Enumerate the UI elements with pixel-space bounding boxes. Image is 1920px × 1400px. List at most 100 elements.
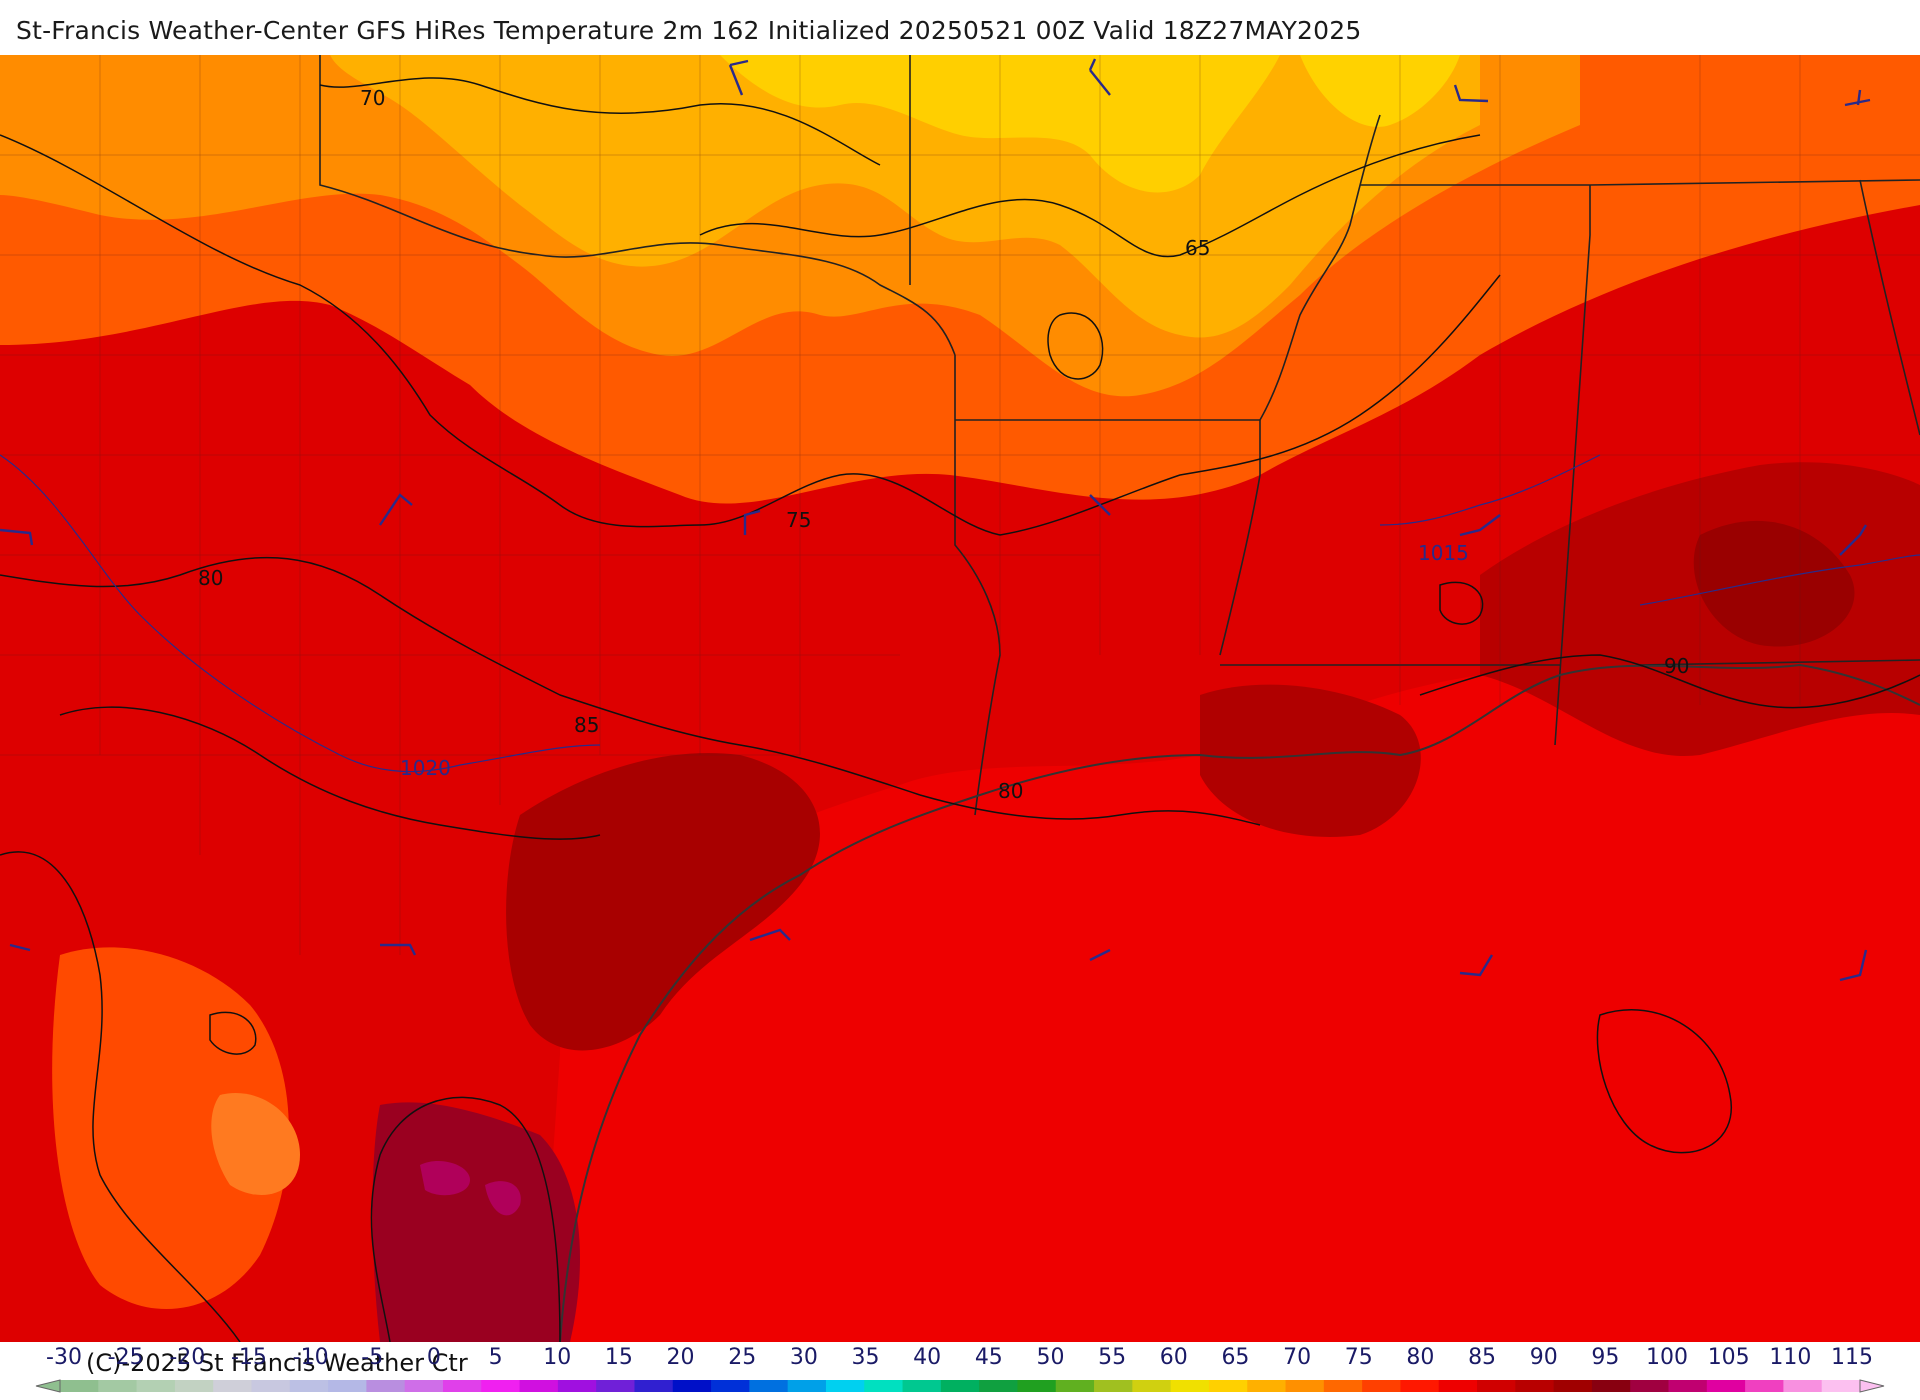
colorbar-cell	[864, 1380, 904, 1392]
colorbar-tick-label: 105	[1707, 1345, 1750, 1370]
colorbar-cell	[1553, 1380, 1593, 1392]
colorbar-cell	[672, 1380, 712, 1392]
orange-patch-mexico	[52, 947, 289, 1309]
colorbar-tick-label: 15	[604, 1345, 633, 1370]
colorbar-cell	[596, 1380, 635, 1392]
isotherm-label-70: 70	[360, 86, 385, 110]
colorbar-tick-label: 70	[1283, 1345, 1312, 1370]
colorbar-cells	[60, 1380, 1861, 1392]
colorbar-tick-label: 10	[543, 1345, 572, 1370]
isobar-label-1015: 1015	[1418, 541, 1469, 565]
colorbar-cell	[366, 1380, 406, 1392]
colorbar-cell	[634, 1380, 674, 1392]
isotherm-label-85: 85	[574, 713, 599, 737]
colorbar-cell	[1132, 1380, 1172, 1392]
colorbar-cell	[328, 1380, 367, 1392]
colorbar-tick-label: 110	[1769, 1345, 1812, 1370]
colorbar-tick-label: -10	[292, 1345, 329, 1370]
colorbar-cell	[902, 1380, 942, 1392]
colorbar-cell	[1017, 1380, 1057, 1392]
colorbar-tick-label: 75	[1344, 1345, 1373, 1370]
contour-labels: 70 65 75 80 85 80 90 1015 1020	[198, 86, 1689, 803]
colorbar-tick-label: 5	[488, 1345, 503, 1370]
colorbar-cell	[1055, 1380, 1095, 1392]
colorbar-tick-label: 35	[851, 1345, 880, 1370]
colorbar-tick-label: -20	[169, 1345, 206, 1370]
dark-red-coast-tx	[506, 753, 820, 1051]
colorbar-cell	[711, 1380, 750, 1392]
magenta-spot-2	[485, 1181, 521, 1216]
colorbar-tick-label: 65	[1221, 1345, 1250, 1370]
colorbar-tick-label: 100	[1646, 1345, 1689, 1370]
isotherm-label-80: 80	[198, 566, 223, 590]
county-lines	[0, 55, 1920, 955]
colorbar-cell	[1821, 1380, 1861, 1392]
yellow-band-2	[1300, 55, 1460, 127]
isotherm-label-65: 65	[1185, 236, 1210, 260]
colorbar-cell	[1247, 1380, 1287, 1392]
colorbar-cell	[1362, 1380, 1401, 1392]
colorbar	[35, 1379, 1885, 1393]
colorbar-tick-label: 115	[1831, 1345, 1873, 1370]
colorbar-cell	[940, 1380, 980, 1392]
colorbar-cell	[442, 1380, 482, 1392]
copyright-text: (C)-2025 St Francis Weather Ctr	[86, 1349, 468, 1377]
orange-patch-mexico-2	[211, 1093, 300, 1195]
colorbar-cell	[519, 1380, 559, 1392]
colorbar-tick-label: -15	[230, 1345, 267, 1370]
colorbar-cell	[174, 1380, 214, 1392]
isotherm-contours	[0, 77, 1920, 1342]
colorbar-cell	[1706, 1380, 1746, 1392]
map-title: St-Francis Weather-Center GFS HiRes Temp…	[16, 16, 1362, 45]
colorbar-cell	[1668, 1380, 1708, 1392]
colorbar-cell	[825, 1380, 865, 1392]
colorbar-cell	[60, 1380, 99, 1392]
colorbar-cell	[1323, 1380, 1363, 1392]
magenta-spot-1	[420, 1160, 470, 1196]
colorbar-tick-label: 55	[1098, 1345, 1127, 1370]
colorbar-tick-label: -30	[46, 1345, 82, 1370]
colorbar-cell	[1438, 1380, 1478, 1392]
isotherm-label-80-coast: 80	[998, 779, 1023, 803]
colorbar-tick-label: -5	[361, 1345, 384, 1370]
coastline	[559, 663, 1920, 1342]
colorbar-cell	[787, 1380, 827, 1392]
colorbar-cell	[481, 1380, 521, 1392]
colorbar-cell	[1170, 1380, 1210, 1392]
colorbar-cell	[1477, 1380, 1516, 1392]
isobar-contours	[0, 454, 1920, 773]
colorbar-tick-label: 85	[1468, 1345, 1497, 1370]
colorbar-tick-label: 45	[974, 1345, 1003, 1370]
colorbar-tick-label: 20	[666, 1345, 695, 1370]
colorbar-tick-label: 25	[728, 1345, 757, 1370]
dark-red-coast-la	[1200, 684, 1421, 837]
isotherm-label-90: 90	[1664, 654, 1689, 678]
crimson-south-texas	[372, 1102, 580, 1342]
colorbar-cell	[136, 1380, 176, 1392]
colorbar-cell	[1515, 1380, 1555, 1392]
colorbar-cell	[98, 1380, 138, 1392]
colorbar-cell	[1630, 1380, 1670, 1392]
colorbar-right-arrow	[1859, 1379, 1885, 1393]
colorbar-cell	[213, 1380, 252, 1392]
isobar-label-1020: 1020	[400, 756, 451, 780]
temperature-map: 70 65 75 80 85 80 90 1015 1020	[0, 55, 1920, 1342]
colorbar-tick-label: 60	[1159, 1345, 1188, 1370]
colorbar-tick-label: 30	[789, 1345, 818, 1370]
colorbar-left-arrow	[35, 1379, 61, 1393]
colorbar-tick-label: 50	[1036, 1345, 1065, 1370]
colorbar-tick-label: -25	[107, 1345, 144, 1370]
colorbar-tick-label: 80	[1406, 1345, 1435, 1370]
colorbar-cell	[749, 1380, 789, 1392]
darker-red-southeast	[1693, 520, 1855, 647]
wind-barbs	[0, 58, 1871, 982]
colorbar-cell	[404, 1380, 444, 1392]
isotherm-label-75: 75	[786, 508, 811, 532]
colorbar-cell	[1591, 1380, 1631, 1392]
colorbar-cell	[1783, 1380, 1823, 1392]
colorbar-tick-label: 90	[1529, 1345, 1558, 1370]
colorbar-cell	[289, 1380, 329, 1392]
colorbar-cell	[1285, 1380, 1325, 1392]
colorbar-cell	[1745, 1380, 1784, 1392]
colorbar-cell	[1094, 1380, 1133, 1392]
